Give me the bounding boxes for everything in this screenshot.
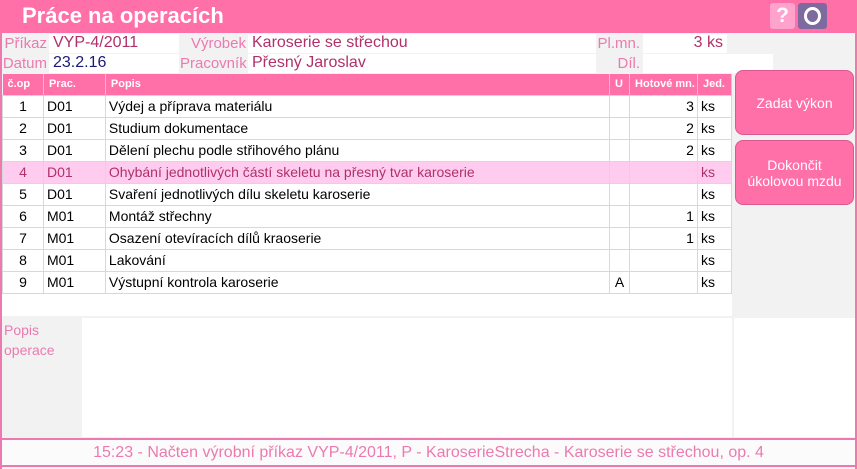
popis-operace-field[interactable] <box>82 318 732 437</box>
cell-op-number: 6 <box>2 204 44 228</box>
table-row[interactable]: 1 D01 Výdej a příprava materiálu 3 ks <box>2 94 733 118</box>
cell-workplace: D01 <box>42 182 106 206</box>
cell-u-flag <box>609 226 631 250</box>
cell-workplace: D01 <box>42 116 106 140</box>
cell-unit: ks <box>696 182 733 206</box>
cell-description: Svaření jednotlivých dílu skeletu karose… <box>104 182 611 206</box>
cell-description: Lakování <box>104 248 611 272</box>
main-frame <box>0 33 857 469</box>
cell-done-qty: 3 <box>629 94 698 118</box>
table-row[interactable]: 3 D01 Dělení plechu podle střihového plánu… <box>2 138 733 162</box>
cell-op-number: 3 <box>2 138 44 162</box>
window-title: Práce na operacích <box>22 3 224 28</box>
table-row[interactable]: 8 M01 Lakování ks <box>2 248 733 272</box>
cell-workplace: D01 <box>42 160 106 184</box>
column-header-workplace[interactable]: Prac. <box>43 74 106 95</box>
cell-op-number: 1 <box>2 94 44 118</box>
cell-description: Montáž střechny <box>104 204 611 228</box>
cell-done-qty <box>629 270 698 294</box>
cell-done-qty: 1 <box>629 204 698 228</box>
cell-unit: ks <box>696 226 733 250</box>
close-button[interactable] <box>798 3 827 29</box>
cell-workplace: D01 <box>42 94 106 118</box>
cell-op-number: 9 <box>2 270 44 294</box>
vyrobek-label: Výrobek <box>190 35 246 52</box>
cell-description: Ohybání jednotlivých částí skeletu na př… <box>104 160 611 184</box>
cell-done-qty <box>629 248 698 272</box>
pracovnik-label: Pracovník <box>180 55 247 72</box>
table-row[interactable]: 5 D01 Svaření jednotlivých dílu skeletu ka… <box>2 182 733 206</box>
table-row[interactable]: 2 D01 Studium dokumentace 2 ks <box>2 116 733 140</box>
cell-unit: ks <box>696 204 733 228</box>
cell-workplace: M01 <box>42 204 106 228</box>
column-header-description[interactable]: Popis <box>105 74 611 95</box>
cell-u-flag <box>609 160 631 184</box>
dillist-field[interactable] <box>643 54 773 73</box>
vyrobek-field[interactable]: Karoserie se střechou <box>248 34 596 53</box>
cell-workplace: M01 <box>42 226 106 250</box>
cell-done-qty: 2 <box>629 138 698 162</box>
column-header-u-flag[interactable]: U <box>609 74 631 95</box>
cell-description: Dělení plechu podle střihového plánu <box>104 138 611 162</box>
popis-label: Popis operace <box>4 322 55 358</box>
cell-done-qty <box>629 182 698 206</box>
cell-description: Osazení otevíracích dílů kraoserie <box>104 226 611 250</box>
cell-unit: ks <box>696 94 733 118</box>
cell-u-flag <box>609 116 631 140</box>
cell-op-number: 5 <box>2 182 44 206</box>
cell-op-number: 7 <box>2 226 44 250</box>
cell-workplace: D01 <box>42 138 106 162</box>
plmn-field[interactable]: 3 ks <box>643 34 727 53</box>
help-button[interactable]: ? <box>770 3 795 29</box>
cell-unit: ks <box>696 116 733 140</box>
title-bar: Práce na operacích ? <box>0 0 857 33</box>
cell-unit: ks <box>696 248 733 272</box>
cell-done-qty: 1 <box>629 226 698 250</box>
cell-op-number: 4 <box>2 160 44 184</box>
cell-description: Výdej a příprava materiálu <box>104 94 611 118</box>
plmn-label: Pl.mn. <box>597 35 640 52</box>
cell-workplace: M01 <box>42 248 106 272</box>
datum-label: Datum <box>2 55 47 72</box>
prikaz-field[interactable]: VYP-4/2011 <box>49 34 179 53</box>
datum-field[interactable]: 23.2.16 <box>49 54 179 73</box>
table-row[interactable]: 7 M01 Osazení otevíracích dílů kraoserie 1 k… <box>2 226 733 250</box>
column-header-unit[interactable]: Jed. <box>697 74 733 95</box>
cell-u-flag <box>609 248 631 272</box>
pracovnik-field[interactable]: Přesný Jaroslav <box>248 54 596 73</box>
cell-u-flag <box>609 94 631 118</box>
column-header-op-number[interactable]: č.op <box>2 74 44 95</box>
table-empty-area <box>2 294 732 316</box>
cell-unit: ks <box>696 160 733 184</box>
cell-op-number: 2 <box>2 116 44 140</box>
status-bar: 15:23 - Načten výrobní příkaz VYP-4/2011… <box>2 438 855 467</box>
cell-u-flag <box>609 204 631 228</box>
cell-description: Výstupní kontrola karoserie <box>104 270 611 294</box>
cell-done-qty: 2 <box>629 116 698 140</box>
cell-u-flag <box>609 182 631 206</box>
cell-done-qty <box>629 160 698 184</box>
cell-description: Studium dokumentace <box>104 116 611 140</box>
right-panel-blank <box>734 318 855 437</box>
cell-unit: ks <box>696 138 733 162</box>
cell-workplace: M01 <box>42 270 106 294</box>
dokoncit-button[interactable]: Dokončit úkolovou mzdu <box>735 140 854 205</box>
cell-op-number: 8 <box>2 248 44 272</box>
table-row[interactable]: 4 D01 Ohybání jednotlivých částí skeletu n… <box>2 160 733 184</box>
prikaz-label: Příkaz <box>4 35 47 52</box>
table-row[interactable]: 6 M01 Montáž střechny 1 ks <box>2 204 733 228</box>
circle-icon <box>804 7 821 25</box>
cell-unit: ks <box>696 270 733 294</box>
cell-u-flag: A <box>609 270 631 294</box>
zadat-vykon-button[interactable]: Zadat výkon <box>735 70 854 135</box>
column-header-done-qty[interactable]: Hotové mn. <box>629 74 698 95</box>
operations-table: č.op Prac. Popis U Hotové mn. Jed. 1 D01 Výdej … <box>2 74 733 294</box>
cell-u-flag <box>609 138 631 162</box>
